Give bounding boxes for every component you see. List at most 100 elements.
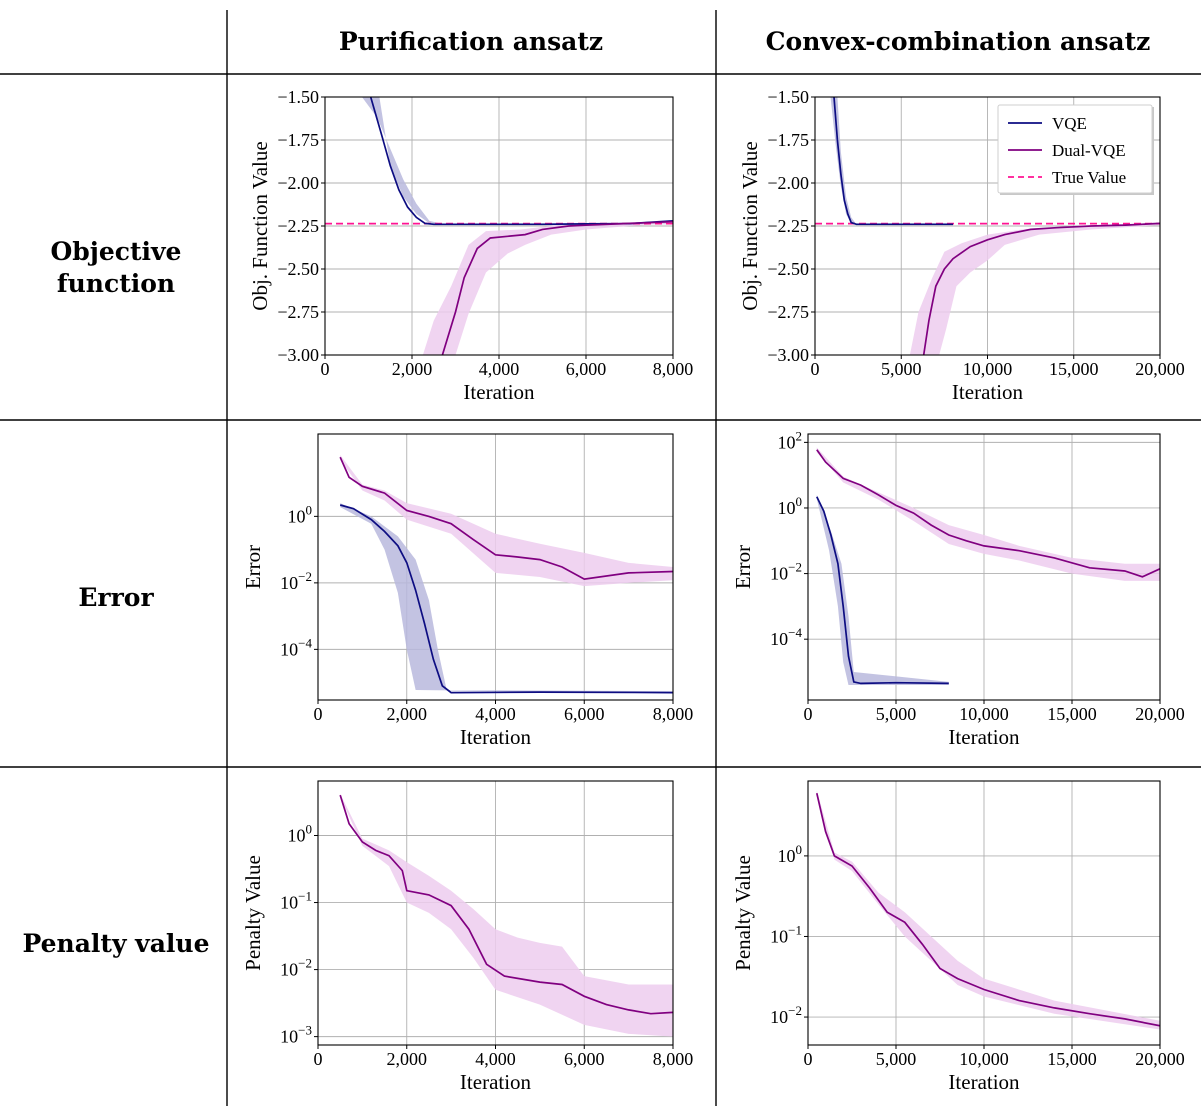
x-tick-label: 5,000 xyxy=(876,704,917,724)
y-tick-label: −2.00 xyxy=(767,173,809,193)
row-header-objective-line2: function xyxy=(57,269,175,298)
column-header-convex: Convex-combination ansatz xyxy=(766,27,1151,56)
band-dual-vqe xyxy=(816,790,1160,1030)
x-tick-label: 0 xyxy=(804,1049,813,1069)
x-tick-label: 0 xyxy=(811,359,820,379)
series-line-vqe xyxy=(369,97,673,226)
x-tick-label: 0 xyxy=(314,1049,323,1069)
legend: VQE Dual-VQE True Value xyxy=(997,104,1154,195)
x-tick-label: 20,000 xyxy=(1135,1049,1185,1069)
x-tick-label: 2,000 xyxy=(392,359,433,379)
plot-area xyxy=(815,97,1160,355)
row-header-error: Error xyxy=(78,583,154,612)
y-tick-label: 100 xyxy=(778,842,803,866)
y-tick-label: 10−4 xyxy=(280,635,312,659)
x-tick-label: 10,000 xyxy=(963,359,1013,379)
y-tick-label: 10−4 xyxy=(770,625,802,649)
x-tick-label: 20,000 xyxy=(1135,359,1185,379)
y-tick-label: 100 xyxy=(288,821,313,845)
x-tick-label: 8,000 xyxy=(653,1049,694,1069)
y-tick-label: 10−2 xyxy=(770,560,802,584)
y-tick-label: 10−1 xyxy=(770,922,802,946)
x-tick-label: 2,000 xyxy=(387,1049,428,1069)
y-tick-label: −2.00 xyxy=(277,173,319,193)
chart-obj-convex: 0 5,000 10,000 15,000 20,000 −3.00 −2.75 −2.50 −… xyxy=(738,87,1185,404)
y-tick-label: −2.50 xyxy=(277,259,319,279)
x-tick-label: 15,000 xyxy=(1047,1049,1097,1069)
y-axis-label: Error xyxy=(241,545,265,589)
x-axis-label: Iteration xyxy=(952,380,1024,404)
chart-pen-purification: 0 2,000 4,000 6,000 8,000 10−3 10−2 10−1 100 Iter… xyxy=(241,780,694,1094)
y-axis-label: Penalty Value xyxy=(241,855,265,971)
column-header-purification: Purification ansatz xyxy=(339,27,603,56)
x-tick-label: 8,000 xyxy=(653,704,694,724)
y-tick-label: 10−1 xyxy=(280,889,312,913)
series-line-vqe xyxy=(816,496,949,685)
x-tick-label: 4,000 xyxy=(479,359,520,379)
x-tick-label: 15,000 xyxy=(1047,704,1097,724)
x-tick-label: 6,000 xyxy=(564,1049,605,1069)
legend-label: True Value xyxy=(1052,168,1126,187)
y-tick-label: −3.00 xyxy=(277,345,319,365)
series-line-dual-vqe xyxy=(922,222,1160,355)
x-tick-label: 10,000 xyxy=(959,704,1009,724)
x-tick-label: 20,000 xyxy=(1135,704,1185,724)
y-axis-label: Obj. Function Value xyxy=(248,141,272,310)
y-tick-label: −2.25 xyxy=(277,216,319,236)
y-tick-label: −1.75 xyxy=(767,130,809,150)
y-tick-label: −2.25 xyxy=(767,216,809,236)
plot-area xyxy=(816,447,1160,686)
y-tick-label: −2.75 xyxy=(277,302,319,322)
band-dual-vqe xyxy=(909,222,1160,355)
plot-area xyxy=(339,455,673,694)
plot-area xyxy=(815,790,1160,1030)
chart-err-purification: 0 2,000 4,000 6,000 8,000 10−4 10−2 100 Iteratio… xyxy=(241,433,694,749)
legend-label: VQE xyxy=(1052,114,1087,133)
y-axis-label: Penalty Value xyxy=(731,855,755,971)
y-tick-label: 10−3 xyxy=(280,1023,312,1047)
band-dual-vqe xyxy=(816,447,1160,581)
series-line-dual-vqe xyxy=(339,456,673,580)
y-tick-label: 102 xyxy=(778,428,803,452)
y-tick-label: −3.00 xyxy=(767,345,809,365)
plot-area xyxy=(339,793,673,1037)
y-tick-label: −2.75 xyxy=(767,302,809,322)
band-vqe xyxy=(816,494,949,686)
y-tick-label: −2.50 xyxy=(767,259,809,279)
series-line-dual-vqe xyxy=(441,220,673,355)
y-tick-label: −1.50 xyxy=(767,87,809,107)
x-tick-label: 0 xyxy=(314,704,323,724)
y-tick-label: 10−2 xyxy=(280,569,312,593)
chart-obj-purification: 0 2,000 4,000 6,000 8,000 −3.00 −2.75 −2.50 −2.2… xyxy=(248,87,693,404)
x-tick-label: 5,000 xyxy=(876,1049,917,1069)
table-grid xyxy=(0,10,1201,1106)
legend-box xyxy=(997,104,1153,194)
series-line-dual-vqe xyxy=(816,449,1160,578)
x-tick-label: 10,000 xyxy=(959,1049,1009,1069)
y-tick-label: 10−2 xyxy=(280,956,312,980)
series-line-vqe xyxy=(833,97,953,226)
y-tick-label: −1.75 xyxy=(277,130,319,150)
grid xyxy=(807,781,1161,1045)
legend-label: Dual-VQE xyxy=(1052,141,1126,160)
band-vqe xyxy=(830,97,953,225)
y-tick-label: 100 xyxy=(288,502,313,526)
y-axis-label: Obj. Function Value xyxy=(738,141,762,310)
x-tick-label: 4,000 xyxy=(475,1049,516,1069)
plot-area xyxy=(325,97,673,355)
band-dual-vqe xyxy=(422,220,673,355)
x-tick-label: 8,000 xyxy=(653,359,694,379)
y-tick-label: 100 xyxy=(778,494,803,518)
x-tick-label: 0 xyxy=(804,704,813,724)
row-header-objective-line1: Objective xyxy=(51,237,182,266)
chart-panels: 0 2,000 4,000 6,000 8,000 −3.00 −2.75 −2.50 −2.2… xyxy=(241,87,1185,1094)
chart-pen-convex: 0 5,000 10,000 15,000 20,000 10−2 10−1 100 Itera… xyxy=(731,780,1185,1094)
series-line-dual-vqe xyxy=(339,794,673,1015)
x-tick-label: 0 xyxy=(321,359,330,379)
y-tick-label: 10−2 xyxy=(770,1003,802,1027)
series-line-vqe xyxy=(339,504,673,694)
x-axis-label: Iteration xyxy=(948,1070,1020,1094)
x-tick-label: 5,000 xyxy=(881,359,922,379)
x-axis-label: Iteration xyxy=(948,725,1020,749)
